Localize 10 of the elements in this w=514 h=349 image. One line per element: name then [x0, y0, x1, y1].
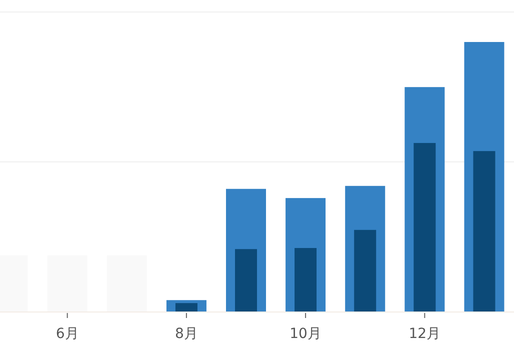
bar [294, 248, 317, 312]
bar [235, 249, 257, 312]
bar [414, 142, 436, 312]
bar [473, 151, 496, 312]
bar [354, 230, 376, 312]
bar [175, 303, 198, 312]
x-tick-label: 10月 [290, 326, 322, 342]
x-tick-label: 6月 [56, 326, 79, 342]
x-tick-label: 8月 [174, 326, 198, 342]
x-tick-label: 12月 [408, 326, 441, 342]
